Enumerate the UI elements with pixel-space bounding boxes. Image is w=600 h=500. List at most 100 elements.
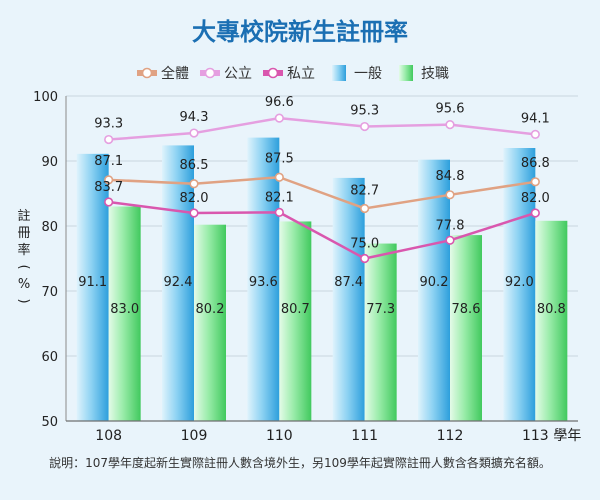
bar-vocational-110 [279, 221, 312, 421]
label-private-111: 75.0 [350, 237, 379, 252]
label-vocational-111: 77.3 [366, 302, 395, 317]
x-tick-label: 111 [351, 428, 378, 444]
y-axis: 50 60 70 80 90 100 [33, 90, 67, 430]
line-all [108, 176, 536, 210]
label-private-112: 77.8 [436, 218, 465, 233]
label-general-108: 91.1 [78, 275, 107, 290]
y-tick-label: 100 [33, 90, 58, 105]
y-tick-label: 80 [41, 220, 58, 235]
label-private-108: 83.7 [94, 180, 123, 195]
bar-general-109 [162, 145, 194, 421]
marker-private-108 [104, 197, 114, 207]
label-vocational-108: 83.0 [110, 302, 139, 317]
marker-private-112 [445, 235, 455, 245]
label-public-112: 95.6 [436, 102, 465, 117]
x-tick-label: 112 [437, 428, 464, 444]
bar-vocational-108 [108, 206, 141, 421]
marker-all-110 [274, 172, 284, 182]
line-private [108, 200, 536, 260]
y-axis-label-char: ( [16, 264, 31, 269]
label-all-112: 84.8 [436, 169, 465, 184]
lines: 87.1 86.5 87.5 82.7 84.8 86.8 93.3 94.3 96.6 95.3… [94, 95, 550, 264]
bar-vocational-109 [194, 224, 226, 421]
marker-all-112 [445, 190, 455, 200]
legend-label-private: 私立 [287, 66, 315, 82]
y-tick-label: 60 [41, 350, 58, 365]
legend: 全體 公立 私立 一般 技職 [137, 65, 449, 82]
legend-marker-private [267, 67, 279, 79]
label-general-113: 92.0 [505, 275, 534, 290]
footnote: 說明：107學年度起新生實際註冊人數含境外生，另109學年起實際註冊人數含各類擴… [49, 455, 551, 470]
x-axis: 108 109 110 111 112 113 學年 [66, 420, 581, 444]
bar-general-108 [76, 153, 109, 421]
y-axis-label: 註冊率 (%) [16, 209, 31, 304]
y-axis-label-char: 註 [17, 209, 30, 224]
bar-general-111 [332, 177, 365, 421]
x-tick-label: 110 [266, 428, 293, 444]
label-general-109: 92.4 [164, 275, 193, 290]
marker-public-109 [189, 128, 199, 138]
y-tick-label: 70 [41, 285, 58, 300]
label-all-110: 87.5 [265, 151, 294, 166]
label-all-109: 86.5 [180, 158, 209, 173]
label-public-109: 94.3 [180, 110, 209, 125]
marker-all-111 [360, 203, 370, 214]
marker-all-109 [189, 179, 199, 189]
x-tick-label: 108 [95, 428, 122, 444]
chart-title: 大專校院新生註冊率 [192, 18, 408, 46]
legend-swatch-general [332, 65, 346, 81]
y-axis-label-char: 冊 [17, 226, 30, 241]
y-tick-label: 50 [41, 415, 58, 430]
label-public-113: 94.1 [521, 111, 550, 126]
marker-private-111 [360, 253, 370, 264]
marker-public-110 [274, 113, 284, 123]
bar-general-113 [503, 148, 536, 421]
marker-all-108 [104, 175, 114, 185]
y-axis-label-char: ) [16, 298, 31, 303]
y-axis-label-char: 率 [17, 242, 30, 258]
legend-label-all: 全體 [161, 65, 189, 82]
label-vocational-112: 78.6 [452, 302, 481, 317]
bar-vocational-113 [535, 220, 568, 421]
label-all-108: 87.1 [94, 154, 123, 169]
label-private-110: 82.1 [265, 190, 294, 205]
y-axis-label-char: % [18, 277, 30, 292]
marker-public-108 [104, 134, 114, 145]
label-all-113: 86.8 [521, 156, 550, 171]
marker-private-109 [189, 208, 199, 218]
bar-vocational-112 [450, 235, 482, 421]
label-all-111: 82.7 [350, 183, 379, 198]
label-general-111: 87.4 [334, 275, 363, 290]
label-vocational-113: 80.8 [537, 302, 566, 317]
bars: 91.183.0 92.480.2 93.680.7 87.477.3 90.278.6… [76, 137, 568, 421]
bar-general-110 [247, 137, 280, 421]
marker-public-113 [530, 129, 540, 139]
legend-label-general: 一般 [354, 66, 382, 82]
label-public-111: 95.3 [350, 104, 379, 119]
marker-private-113 [530, 208, 540, 218]
x-tick-label: 113 [522, 428, 549, 444]
legend-swatch-vocational [399, 65, 413, 81]
marker-public-112 [445, 119, 455, 130]
marker-all-113 [530, 177, 540, 187]
label-general-110: 93.6 [249, 275, 278, 290]
label-general-112: 90.2 [420, 275, 449, 290]
label-vocational-109: 80.2 [196, 302, 225, 317]
legend-label-vocational: 技職 [421, 66, 449, 82]
label-vocational-110: 80.7 [281, 302, 310, 317]
line-public [108, 116, 536, 141]
legend-marker-all [141, 67, 153, 79]
marker-public-111 [360, 121, 370, 132]
legend-label-public: 公立 [224, 66, 252, 82]
bar-vocational-111 [364, 243, 397, 421]
label-public-108: 93.3 [94, 117, 123, 132]
label-public-110: 96.6 [265, 95, 294, 110]
marker-private-110 [274, 207, 284, 217]
y-tick-label: 90 [41, 155, 58, 170]
label-private-113: 82.0 [521, 191, 550, 206]
label-private-109: 82.0 [180, 191, 209, 206]
grid [66, 95, 578, 422]
x-unit-label: 學年 [553, 428, 581, 444]
x-tick-label: 109 [181, 428, 208, 444]
